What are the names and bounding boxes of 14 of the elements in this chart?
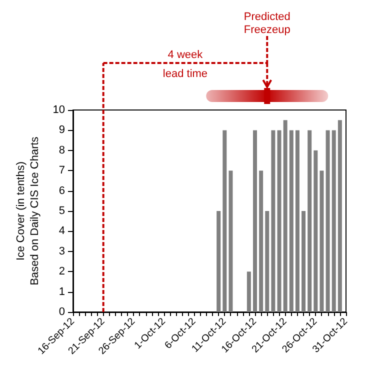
y-tick-label: 7 xyxy=(58,164,65,177)
y-tick-label: 5 xyxy=(58,205,65,217)
text: 4 week lead time xyxy=(162,49,208,80)
y-tick-label: 8 xyxy=(58,144,65,156)
y-tick-label: 10 xyxy=(52,104,65,116)
y-tick-label: 2 xyxy=(58,266,65,278)
y-tick-label: 0 xyxy=(58,306,65,318)
ref-line-label: Predicted Freezeup xyxy=(244,11,290,36)
y-tick-label: 9 xyxy=(58,124,65,136)
y-axis-title: Ice Cover (in tenths) Based on Daily CIS Ice Charts xyxy=(14,136,41,286)
y-tick-label: 3 xyxy=(58,245,65,258)
y-tick-label: 6 xyxy=(58,184,65,197)
y-tick-label: 4 xyxy=(58,225,65,238)
y-tick-label: 1 xyxy=(58,286,65,298)
